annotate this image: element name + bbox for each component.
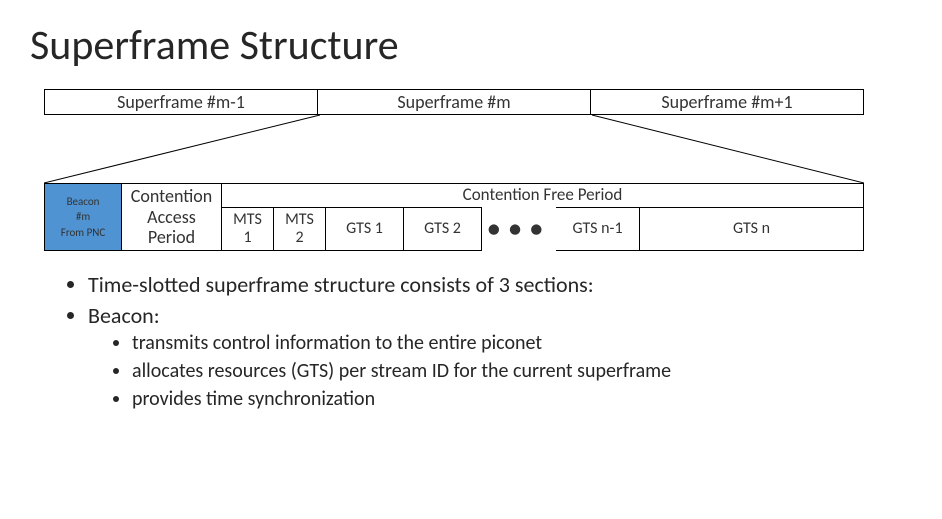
beacon-line-1: Beacon xyxy=(45,194,121,209)
zoom-line-right xyxy=(592,115,864,183)
ellipsis-dots: ●●● xyxy=(482,207,556,251)
cap-cell: Contention Access Period xyxy=(122,183,222,251)
gts-n: GTS n xyxy=(640,207,864,251)
beacon-cell: Beacon #m From PNC xyxy=(44,183,122,251)
mts-2: MTS 2 xyxy=(274,207,326,251)
cfp-slots: MTS 1 MTS 2 GTS 1 GTS 2 ●●● GTS n-1 xyxy=(222,207,864,251)
mts-1: MTS 1 xyxy=(222,207,274,251)
mts-1-l2: 1 xyxy=(243,229,251,247)
dots-text: ●●● xyxy=(487,217,551,241)
gts-n-1-label: GTS n-1 xyxy=(572,220,622,238)
superframe-prev: Superframe #m-1 xyxy=(44,89,318,115)
gts-2-label: GTS 2 xyxy=(424,220,461,238)
cfp-wrap: Contention Free Period MTS 1 MTS 2 GTS 1… xyxy=(222,183,864,251)
gts-1-label: GTS 1 xyxy=(346,220,383,238)
cap-line-3: Period xyxy=(122,227,221,248)
gts-n-label: GTS n xyxy=(733,220,770,238)
bullet-2-sub-2: allocates resources (GTS) per stream ID … xyxy=(132,359,912,383)
zoom-line-left xyxy=(44,115,320,183)
gts-n-1: GTS n-1 xyxy=(556,207,640,251)
gts-1: GTS 1 xyxy=(326,207,404,251)
superframe-diagram: Superframe #m-1 Superframe #m Superframe… xyxy=(44,89,912,251)
cap-line-2: Access xyxy=(122,207,221,228)
beacon-line-2: #m xyxy=(45,209,121,224)
beacon-line-3: From PNC xyxy=(45,225,121,240)
slide-title: Superframe Structure xyxy=(30,20,912,71)
superframe-detail-row: Beacon #m From PNC Contention Access Per… xyxy=(44,183,864,251)
bullet-2-text: Beacon: xyxy=(88,302,160,329)
mts-2-l2: 2 xyxy=(295,229,303,247)
bullets: Time-slotted superframe structure consis… xyxy=(64,271,912,411)
bullet-2: Beacon: transmits control information to… xyxy=(88,302,912,411)
gts-2: GTS 2 xyxy=(404,207,482,251)
mts-1-l1: MTS xyxy=(233,211,262,229)
superframe-next: Superframe #m+1 xyxy=(591,89,864,115)
bullet-2-sub-3: provides time synchronization xyxy=(132,387,912,411)
cap-line-1: Contention xyxy=(122,186,221,207)
mts-2-l1: MTS xyxy=(285,211,314,229)
cfp-header: Contention Free Period xyxy=(222,183,864,207)
bullet-2-sub-1: transmits control information to the ent… xyxy=(132,331,912,355)
bullet-1: Time-slotted superframe structure consis… xyxy=(88,271,912,298)
zoom-lines xyxy=(44,115,864,183)
superframe-curr: Superframe #m xyxy=(318,89,591,115)
top-superframe-row: Superframe #m-1 Superframe #m Superframe… xyxy=(44,89,864,115)
